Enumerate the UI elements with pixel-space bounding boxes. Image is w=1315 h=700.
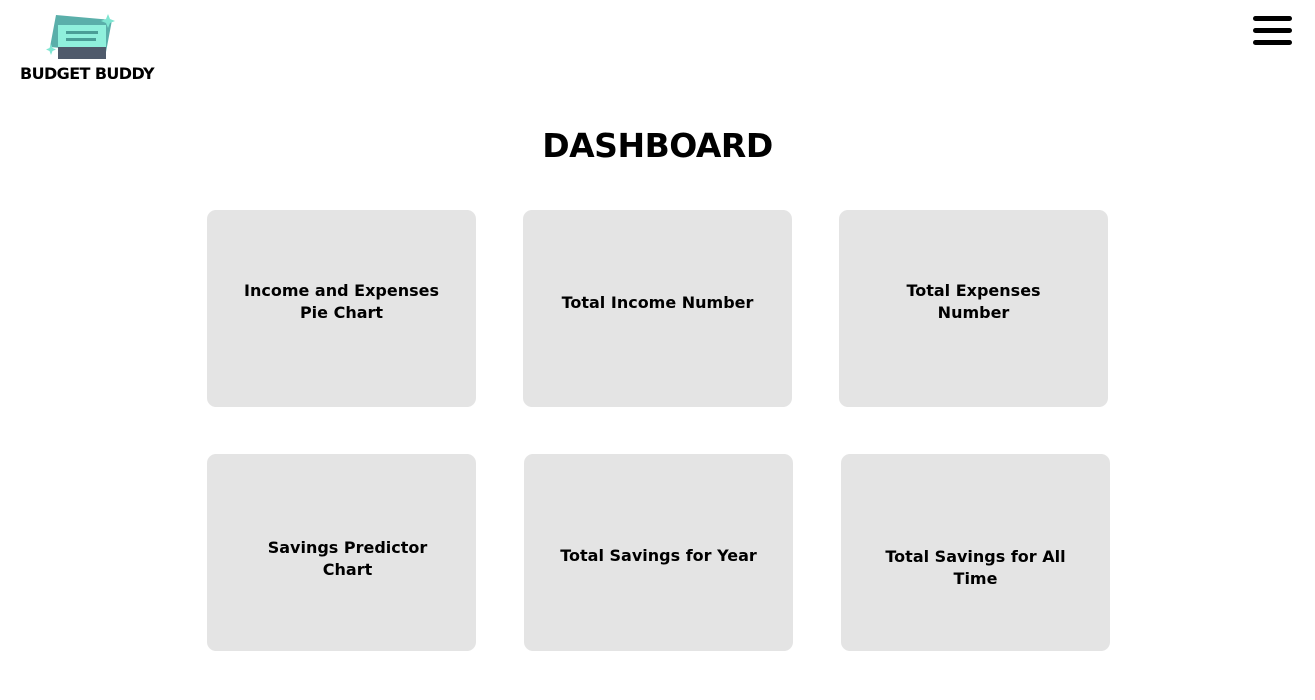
card-label: Total Savings for All Time bbox=[885, 546, 1066, 588]
logo[interactable]: BUDGET BUDDY bbox=[20, 12, 155, 88]
menu-bar bbox=[1253, 28, 1292, 33]
card-label: Total Savings for Year bbox=[560, 545, 757, 565]
card-label: Savings Predictor Chart bbox=[267, 537, 428, 579]
card-label: Total Income Number bbox=[561, 292, 754, 312]
menu-bar bbox=[1253, 40, 1292, 45]
total-savings-year-card[interactable]: Total Savings for Year bbox=[524, 454, 793, 651]
card-label: Income and Expenses Pie Chart bbox=[244, 280, 439, 322]
menu-bar bbox=[1253, 16, 1292, 21]
card-label: Total Expenses Number bbox=[906, 280, 1041, 322]
page-title: DASHBOARD bbox=[542, 126, 773, 165]
income-expenses-pie-chart-card[interactable]: Income and Expenses Pie Chart bbox=[207, 210, 476, 407]
logo-text: BUDGET BUDDY bbox=[20, 64, 155, 83]
total-savings-all-time-card[interactable]: Total Savings for All Time bbox=[841, 454, 1110, 651]
hamburger-menu-icon[interactable] bbox=[1253, 16, 1292, 46]
total-income-card[interactable]: Total Income Number bbox=[523, 210, 792, 407]
total-expenses-card[interactable]: Total Expenses Number bbox=[839, 210, 1108, 407]
savings-predictor-chart-card[interactable]: Savings Predictor Chart bbox=[207, 454, 476, 651]
money-cards-icon bbox=[46, 14, 115, 59]
